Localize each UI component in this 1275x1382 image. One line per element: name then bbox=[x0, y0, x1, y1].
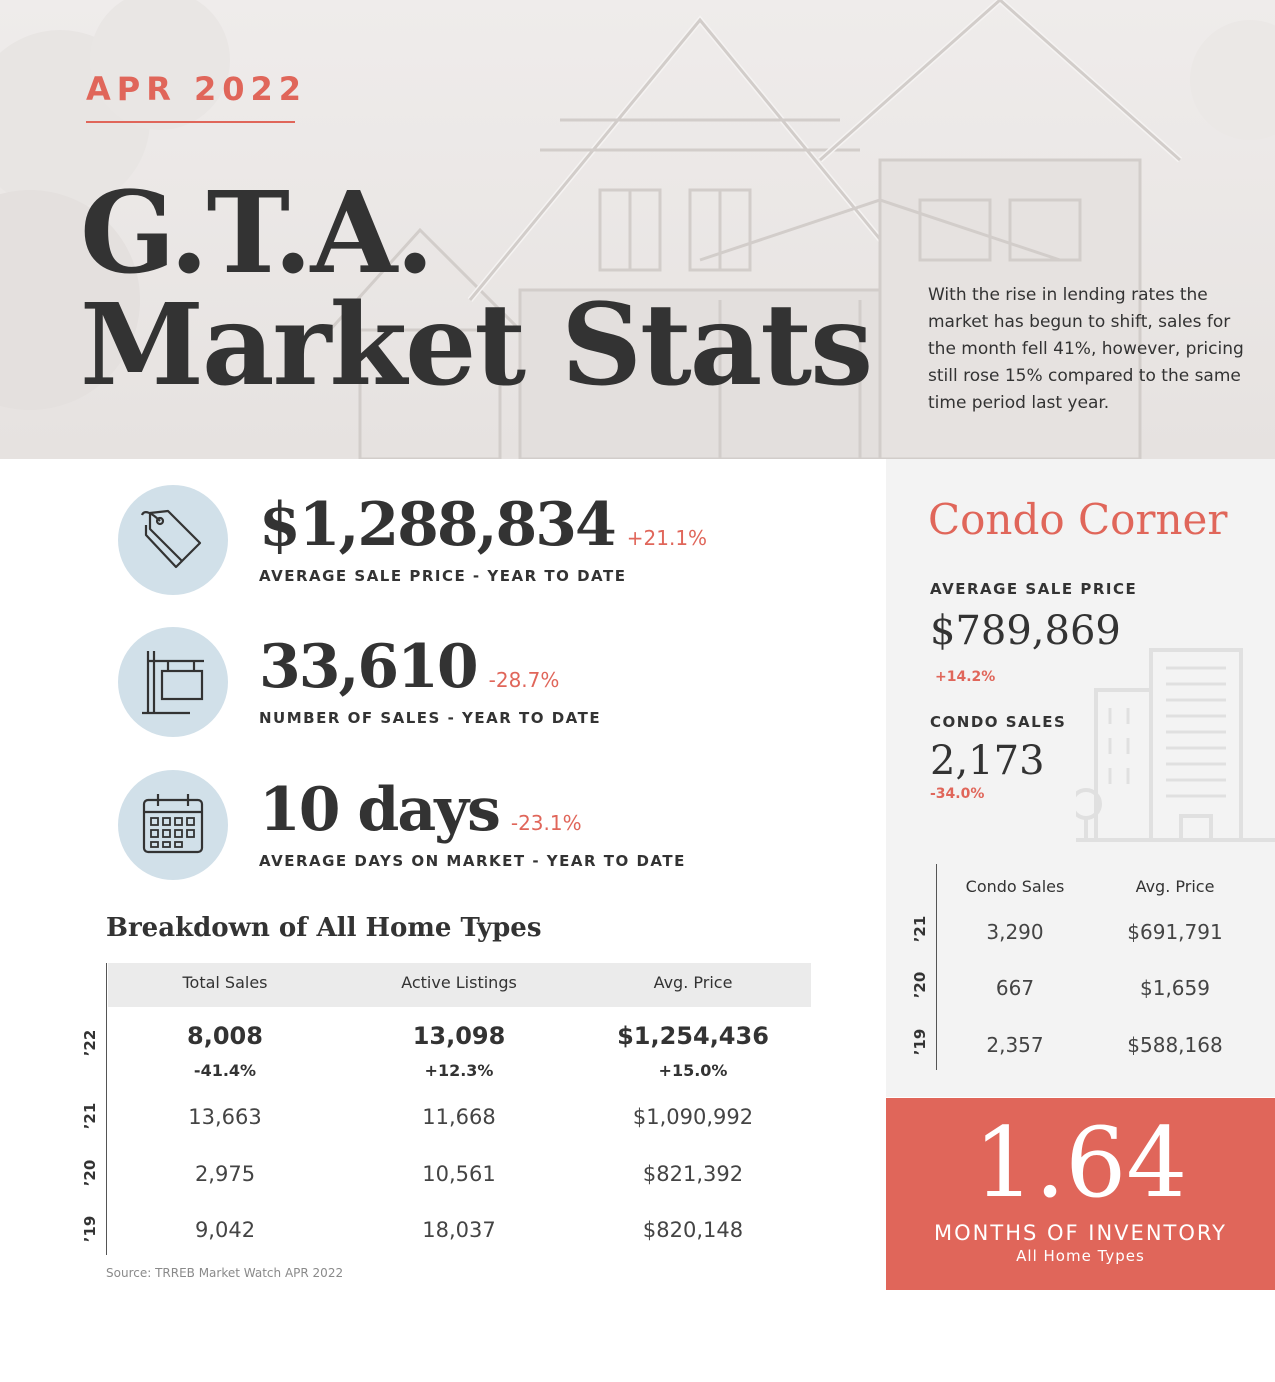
stat-days-on-market: 10 days -23.1% AVERAGE DAYS ON MARKET - Y… bbox=[118, 770, 818, 880]
table-cell: 11,668 bbox=[422, 1105, 496, 1129]
header-condo-avg-price: Avg. Price bbox=[1135, 877, 1215, 896]
header-total-sales: Total Sales bbox=[182, 973, 268, 992]
breakdown-table-header bbox=[108, 963, 811, 1007]
days-on-market-label: AVERAGE DAYS ON MARKET - YEAR TO DATE bbox=[259, 852, 686, 870]
table-cell-change: -41.4% bbox=[193, 1061, 257, 1080]
average-sale-price-change: +21.1% bbox=[626, 526, 708, 550]
table-cell: $588,168 bbox=[1127, 1033, 1223, 1057]
house-background-illustration bbox=[0, 0, 1275, 459]
page-title: G.T.A. Market Stats bbox=[80, 168, 873, 411]
header-avg-price: Avg. Price bbox=[653, 973, 733, 992]
table-cell: $1,659 bbox=[1140, 976, 1210, 1000]
stat-average-sale-price: $1,288,834 +21.1% AVERAGE SALE PRICE - YE… bbox=[118, 485, 818, 595]
header-condo-sales: Condo Sales bbox=[965, 877, 1065, 896]
title-line-1: G.T.A. bbox=[80, 168, 434, 299]
table-cell: 2,975 bbox=[194, 1162, 256, 1186]
condo-avg-price-value: $789,869 bbox=[930, 608, 1121, 654]
condo-table-axis-line bbox=[936, 864, 937, 1070]
table-cell: 13,098 bbox=[412, 1022, 506, 1050]
number-of-sales-value: 33,610 -28.7% bbox=[259, 631, 559, 716]
days-on-market-change: -23.1% bbox=[510, 811, 582, 835]
source-note: Source: TRREB Market Watch APR 2022 bbox=[106, 1266, 344, 1280]
row-year-2020: ’20 bbox=[81, 1159, 99, 1187]
table-cell: 9,042 bbox=[194, 1218, 256, 1242]
number-of-sales-label: NUMBER OF SALES - YEAR TO DATE bbox=[259, 709, 602, 727]
table-cell: 13,663 bbox=[188, 1105, 262, 1129]
table-cell: 18,037 bbox=[422, 1218, 496, 1242]
condo-avg-price-change: +14.2% bbox=[935, 669, 996, 685]
condo-corner-panel bbox=[886, 459, 1275, 1097]
average-sale-price-label: AVERAGE SALE PRICE - YEAR TO DATE bbox=[259, 567, 627, 585]
table-cell: $820,148 bbox=[642, 1218, 744, 1242]
table-cell-change: +12.3% bbox=[424, 1061, 494, 1080]
months-of-inventory-value: 1.64 bbox=[973, 1107, 1188, 1219]
condo-corner-title: Condo Corner bbox=[928, 495, 1228, 544]
table-cell: 3,290 bbox=[986, 920, 1044, 944]
table-cell: 667 bbox=[995, 976, 1035, 1000]
condo-row-year-2019: ’19 bbox=[911, 1028, 929, 1056]
condo-row-year-2021: ’21 bbox=[911, 915, 929, 943]
calendar-icon bbox=[118, 770, 228, 880]
sign-post-icon bbox=[118, 627, 228, 737]
average-sale-price-value: $1,288,834 +21.1% bbox=[259, 489, 707, 574]
table-cell: $1,090,992 bbox=[632, 1105, 754, 1129]
row-year-2021: ’21 bbox=[81, 1102, 99, 1130]
condo-sales-change: -34.0% bbox=[930, 786, 985, 802]
header-active-listings: Active Listings bbox=[401, 973, 517, 992]
months-of-inventory-box bbox=[886, 1098, 1275, 1290]
condo-sales-value: 2,173 bbox=[930, 738, 1045, 784]
condo-row-year-2020: ’20 bbox=[911, 971, 929, 999]
title-line-2: Market Stats bbox=[80, 280, 873, 411]
condo-sales-label: CONDO SALES bbox=[930, 713, 1067, 731]
row-year-2022: ’22 bbox=[81, 1029, 99, 1057]
table-axis-line bbox=[106, 963, 107, 1255]
hero-banner: APR 2022 G.T.A. Market Stats With the ri… bbox=[0, 0, 1275, 459]
date-underline bbox=[86, 121, 295, 123]
table-cell: $821,392 bbox=[642, 1162, 744, 1186]
table-cell: 8,008 bbox=[187, 1022, 263, 1050]
breakdown-title: Breakdown of All Home Types bbox=[106, 913, 542, 943]
months-of-inventory-label: MONTHS OF INVENTORY bbox=[934, 1221, 1227, 1245]
months-of-inventory-sublabel: All Home Types bbox=[1016, 1247, 1145, 1265]
price-tag-icon bbox=[118, 485, 228, 595]
report-date: APR 2022 bbox=[86, 70, 308, 108]
intro-paragraph: With the rise in lending rates the marke… bbox=[928, 285, 1244, 413]
table-cell: 10,561 bbox=[422, 1162, 496, 1186]
condo-building-icon bbox=[1076, 648, 1275, 842]
number-of-sales-change: -28.7% bbox=[488, 668, 560, 692]
table-cell-change: +15.0% bbox=[658, 1061, 728, 1080]
condo-avg-price-label: AVERAGE SALE PRICE bbox=[930, 580, 1138, 598]
table-cell: $1,254,436 bbox=[617, 1022, 769, 1050]
days-on-market-value: 10 days -23.1% bbox=[259, 774, 582, 859]
row-year-2019: ’19 bbox=[81, 1215, 99, 1243]
table-cell: 2,357 bbox=[986, 1033, 1044, 1057]
stat-number-of-sales: 33,610 -28.7% NUMBER OF SALES - YEAR TO D… bbox=[118, 627, 818, 737]
table-cell: $691,791 bbox=[1127, 920, 1223, 944]
